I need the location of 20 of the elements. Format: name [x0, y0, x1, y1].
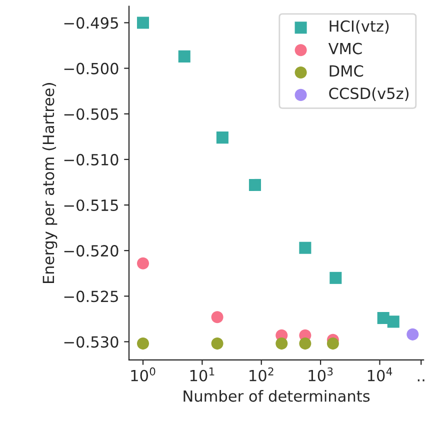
y-tick-label: −0.530	[64, 336, 118, 348]
y-axis-title: Energy per atom (Hartree)	[42, 83, 58, 284]
x-axis-title: Number of determinants	[184, 390, 370, 402]
x-tick-label: 10$^{3}$	[308, 367, 333, 382]
y-tick-label: −0.525	[64, 290, 118, 302]
x-tick-label: 10$^{4}$	[368, 368, 392, 382]
legend-label: DMC	[330, 65, 364, 77]
y-tick-label: −0.510	[64, 154, 118, 166]
x-tick-label: 10$^{2}$	[250, 367, 274, 382]
legend-label: VMC	[328, 42, 362, 54]
x-tick-label: 10$^{0}$	[131, 367, 156, 382]
y-tick-label: −0.520	[64, 245, 118, 257]
y-tick-label: −0.500	[64, 62, 118, 74]
y-tick-label: −0.495	[64, 17, 118, 29]
legend-label: HCI(vtz)	[330, 20, 389, 34]
legend-label: CCSD(v5z)	[329, 87, 408, 101]
x-tick-label: 10$^{1}$	[190, 368, 214, 382]
x-tick-label: ..	[418, 379, 424, 382]
y-tick-label: −0.505	[64, 108, 118, 120]
y-tick-label: −0.515	[64, 199, 118, 212]
